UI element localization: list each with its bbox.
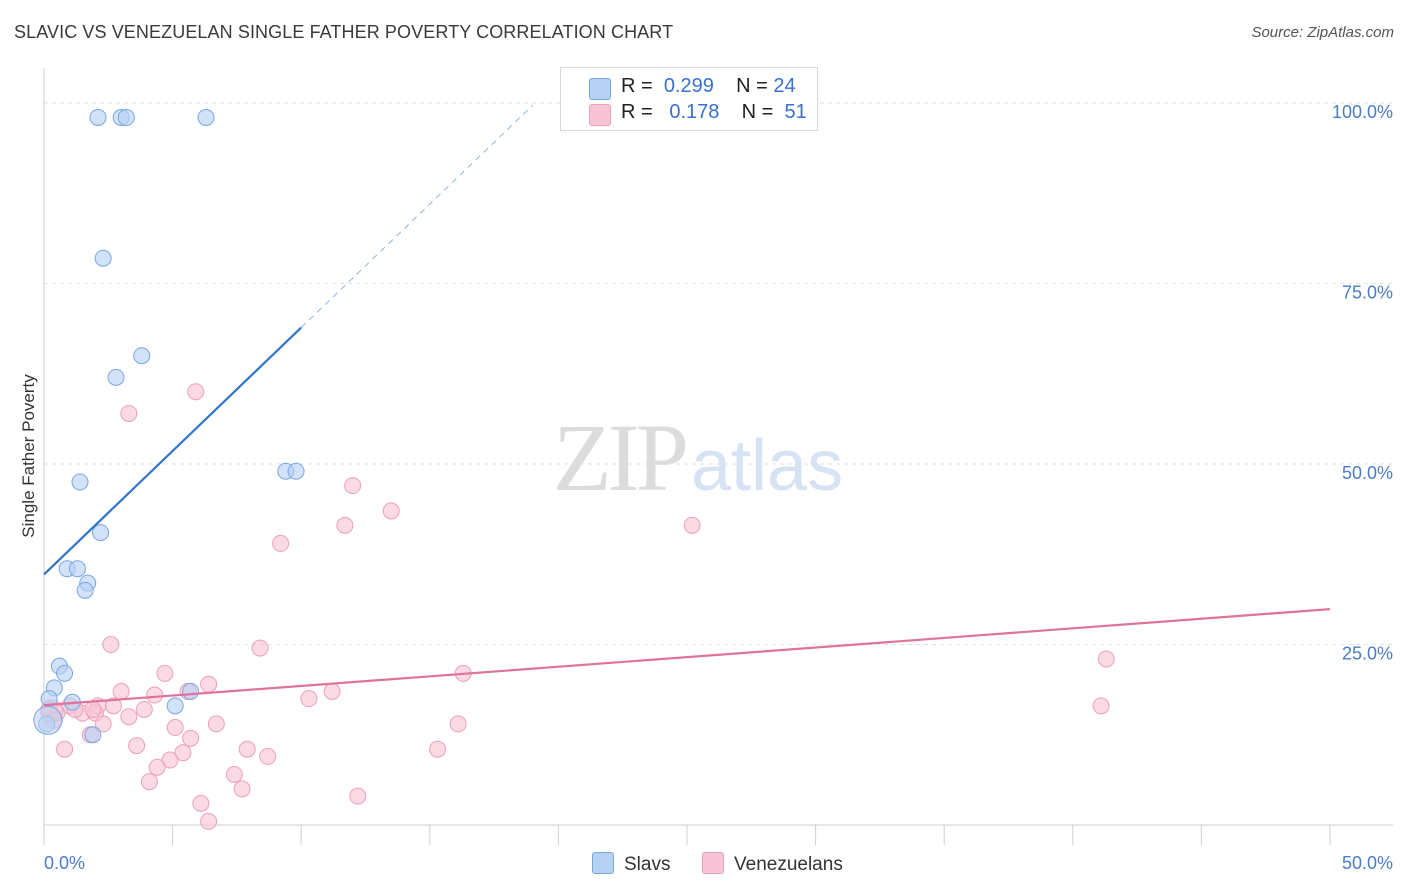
slavs-legend-icon [592, 852, 614, 874]
y-tick-label-100: 100.0% [1332, 102, 1393, 122]
slavs-point-10 [92, 524, 110, 542]
slavs-point-22 [84, 726, 102, 744]
venezuelans-point-2 [344, 477, 362, 495]
slavs-point-20 [166, 697, 184, 715]
slavs-points [33, 108, 305, 744]
slavs-point-0 [89, 108, 107, 126]
venezuelans-point-4 [336, 516, 354, 534]
venezuelans-point-30 [449, 715, 467, 733]
slavs-trend-extension [300, 104, 534, 328]
slavs-point-12 [68, 560, 86, 578]
legend-text-venezuelans: R = 0.178 N = 51 [621, 101, 807, 124]
y-tick-label-75: 75.0% [1342, 283, 1393, 303]
venezuelans-point-9 [1097, 650, 1115, 668]
venezuelans-point-27 [207, 715, 225, 733]
venezuelans-point-26 [94, 715, 112, 733]
venezuelans-point-32 [1092, 697, 1110, 715]
venezuelans-point-1 [120, 404, 138, 422]
venezuelans-trend-line [43, 608, 1331, 707]
series-legend-venezuelans: Venezuelans [702, 852, 843, 876]
slavs-point-3 [197, 108, 215, 126]
venezuelans-point-6 [272, 534, 290, 552]
correlation-legend: R = 0.299 N = 24 R = 0.178 N = 51 [560, 67, 818, 131]
slavs-swatch-icon [589, 78, 611, 100]
axes [43, 68, 1393, 826]
venezuelans-point-16 [323, 682, 341, 700]
venezuelans-point-0 [187, 383, 205, 401]
source-label: Source: ZipAtlas.com [1251, 24, 1394, 41]
venezuelans-point-50 [84, 700, 102, 718]
y-tick-label-50: 50.0% [1342, 463, 1393, 483]
venezuelans-point-13 [112, 682, 130, 700]
slavs-n-value: 24 [773, 75, 796, 97]
x-tick-label-min: 0.0% [44, 853, 85, 873]
venezuelans-point-31 [166, 719, 184, 737]
y-axis-title: Single Father Poverty [19, 374, 38, 538]
venezuelans-point-40 [259, 747, 277, 765]
venezuelans-point-44 [140, 773, 158, 791]
trend-lines [43, 104, 1331, 707]
venezuelans-point-3 [382, 502, 400, 520]
venezuelans-point-19 [104, 697, 122, 715]
r-label: R = [621, 75, 653, 97]
venezuelans-point-46 [349, 787, 367, 805]
venezuelans-point-36 [128, 737, 146, 755]
venezuelans-point-12 [200, 675, 218, 693]
slavs-trend-line [43, 326, 302, 576]
slavs-r-value: 0.299 [663, 75, 714, 97]
y-axis-tick-labels: 25.0% 50.0% 75.0% 100.0% [1332, 102, 1393, 664]
slavs-point-6 [107, 368, 125, 386]
venezuelans-point-35 [56, 740, 74, 758]
venezuelans-n-value: 51 [784, 101, 807, 123]
slavs-point-2 [117, 108, 135, 126]
venezuelans-r-value: 0.178 [669, 101, 720, 123]
slavs-point-4 [94, 249, 112, 267]
venezuelans-point-14 [146, 686, 164, 704]
venezuelans-point-7 [102, 636, 120, 653]
venezuelans-point-34 [182, 729, 200, 747]
venezuelans-swatch-icon [589, 104, 611, 126]
r-label: R = [621, 101, 653, 123]
slavs-point-7 [71, 473, 89, 491]
venezuelans-point-41 [161, 751, 179, 769]
venezuelans-legend-icon [702, 852, 724, 874]
venezuelans-point-47 [192, 794, 210, 812]
venezuelans-point-43 [225, 765, 243, 783]
venezuelans-point-5 [683, 516, 701, 534]
venezuelans-point-8 [251, 639, 269, 657]
venezuelans-point-48 [200, 812, 218, 830]
n-label: N = [736, 75, 768, 97]
venezuelans-point-37 [238, 740, 256, 758]
slavs-point-5 [133, 347, 151, 365]
n-label: N = [741, 101, 774, 123]
venezuelans-point-10 [156, 664, 174, 682]
slavs-cluster-point [33, 705, 63, 735]
slavs-legend-label: Slavs [624, 854, 671, 875]
venezuelans-point-25 [120, 708, 138, 726]
slavs-point-9 [287, 462, 305, 480]
series-legend-slavs: Slavs [592, 852, 670, 876]
legend-text-slavs: R = 0.299 N = 24 [621, 75, 796, 98]
venezuelans-point-39 [174, 744, 192, 762]
x-axis-ticks [43, 825, 1331, 845]
venezuelans-points [40, 383, 1115, 830]
venezuelans-point-38 [429, 740, 447, 758]
venezuelans-point-17 [300, 690, 318, 708]
x-tick-label-max: 50.0% [1342, 853, 1393, 873]
slavs-point-14 [76, 581, 94, 599]
venezuelans-point-45 [233, 780, 251, 798]
venezuelans-legend-label: Venezuelans [734, 854, 843, 875]
y-tick-label-25: 25.0% [1342, 644, 1393, 664]
venezuelans-point-20 [135, 700, 153, 718]
slavs-point-16 [56, 664, 74, 682]
chart-title: SLAVIC VS VENEZUELAN SINGLE FATHER POVER… [14, 22, 674, 42]
slavs-point-21 [182, 682, 200, 700]
grid-lines [44, 102, 1393, 645]
venezuelans-point-42 [148, 758, 166, 776]
